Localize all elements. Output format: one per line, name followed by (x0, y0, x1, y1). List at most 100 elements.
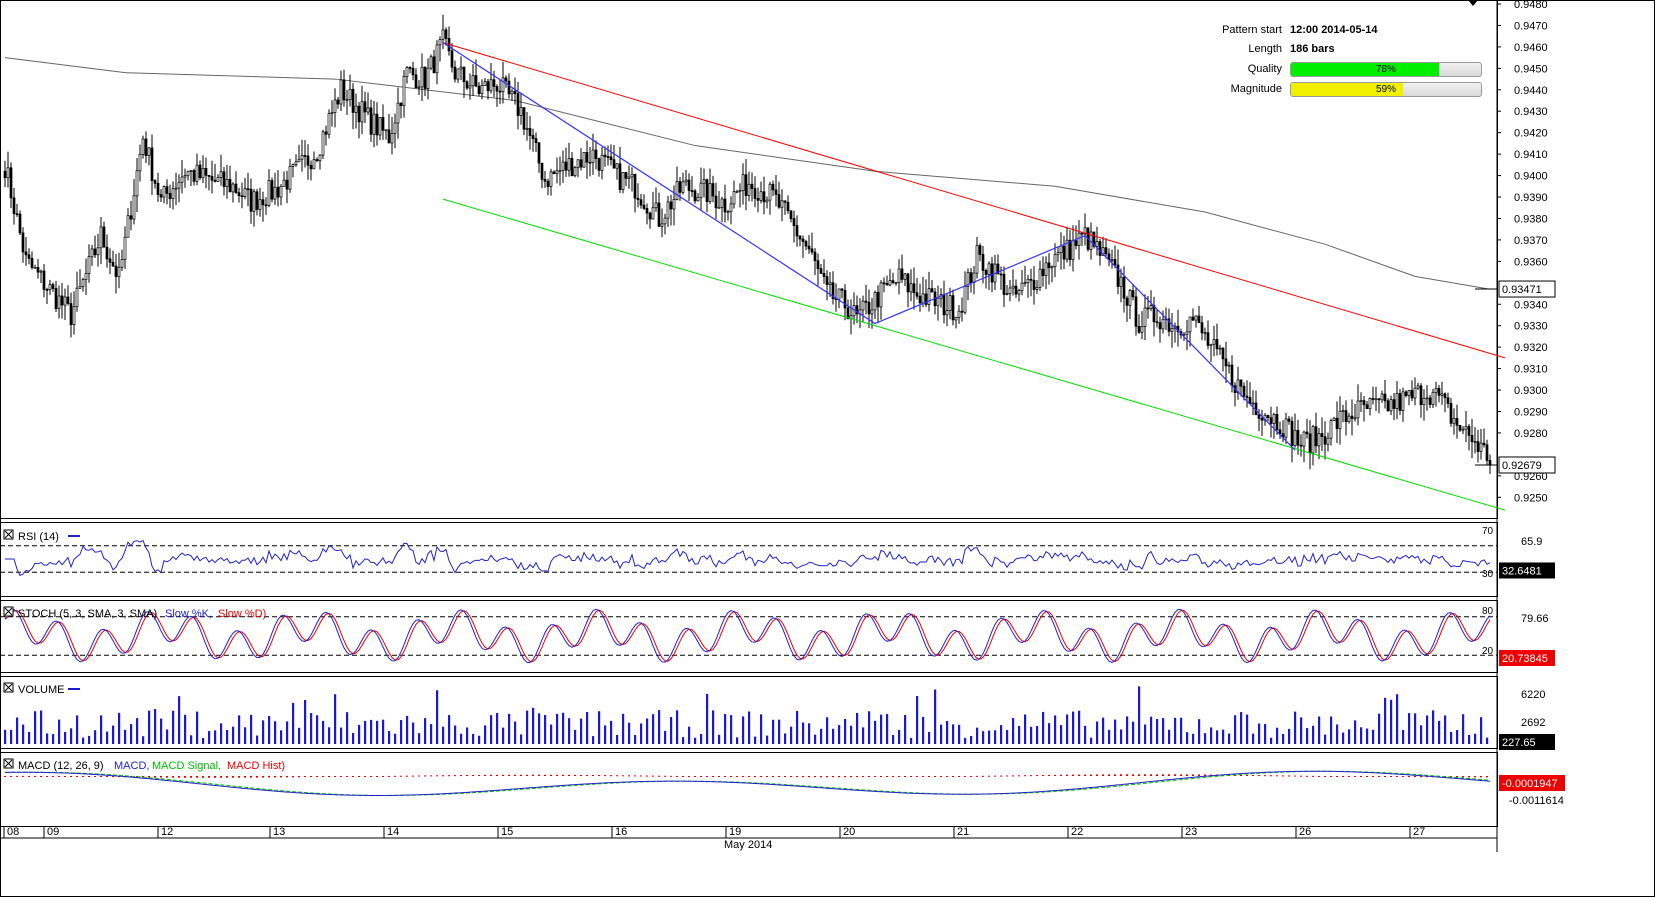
pattern-start-label: Pattern start (1222, 24, 1282, 36)
candle-body (375, 113, 379, 136)
candle-body (555, 170, 559, 175)
magnitude-bar-fill (1291, 83, 1404, 96)
candle-body (1056, 252, 1060, 256)
volume-bar (808, 723, 811, 744)
macd-hist-bar (808, 776, 810, 778)
candle-body (1047, 262, 1051, 269)
candle-body (183, 175, 187, 178)
candle-body (1257, 414, 1261, 419)
macd-hist-bar (1108, 774, 1110, 776)
volume-bar (1270, 737, 1273, 744)
macd-hist-bar (292, 776, 294, 778)
candle-body (936, 297, 940, 307)
macd-hist-bar (826, 776, 828, 778)
candle-body (639, 199, 643, 206)
volume-bar (1162, 718, 1165, 744)
volume-bar (508, 713, 511, 744)
candle-body (924, 293, 928, 305)
channel-upper-line (442, 42, 1506, 359)
candle-body (132, 195, 136, 220)
candle-body (372, 113, 376, 135)
candle-body (633, 173, 637, 199)
macd-hist-bar (838, 776, 840, 778)
volume-scale-value: 6220 (1521, 689, 1545, 701)
volume-bar (1312, 725, 1315, 744)
macd-hist-bar (58, 776, 60, 777)
macd-hist-bar (862, 776, 864, 778)
volume-bar (1150, 716, 1153, 744)
volume-bar (616, 734, 619, 744)
volume-bar (892, 734, 895, 744)
candle-body (1317, 433, 1321, 447)
macd-hist-bar (976, 775, 978, 777)
candle-body (876, 291, 880, 308)
volume-bar (112, 725, 115, 744)
price-tick-label: 0.9290 (1514, 406, 1548, 418)
candle-body (564, 161, 568, 171)
candle-body (558, 169, 562, 172)
candle-body (1323, 436, 1327, 445)
volume-bar (1186, 732, 1189, 744)
volume-bar (106, 731, 109, 744)
candle-body (501, 77, 505, 93)
macd-hist-bar (10, 775, 12, 777)
candle-body (831, 282, 835, 300)
panel-frame (0, 600, 1498, 673)
candle-body (1278, 429, 1282, 435)
candle-body (573, 166, 577, 177)
candle-body (1194, 315, 1198, 321)
rsi-label: RSI (14) (18, 531, 59, 543)
candle-body (1308, 433, 1312, 454)
volume-bar (226, 729, 229, 744)
candle-body (1002, 273, 1006, 295)
macd-hist-bar (1174, 774, 1176, 776)
x-tick-label: 16 (615, 826, 627, 838)
candle-body (33, 266, 37, 269)
candle-body (780, 200, 784, 208)
macd-hist-bar (592, 774, 594, 776)
candle-body (894, 282, 898, 284)
macd-scale-value: -0.0011614 (1509, 795, 1564, 807)
candle-body (513, 90, 517, 94)
volume-bar (70, 728, 73, 744)
volume-bar (406, 715, 409, 744)
candle-body (99, 226, 103, 249)
candle-body (186, 171, 190, 176)
macd-hist-bar (202, 776, 204, 778)
candle-body (1371, 398, 1375, 400)
volume-bar (928, 731, 931, 744)
candle-body (1350, 415, 1354, 419)
x-tick-label: 21 (957, 826, 969, 838)
volume-bar (196, 711, 199, 744)
volume-bar (448, 715, 451, 744)
volume-bar (472, 733, 475, 744)
macd-hist-bar (352, 776, 354, 777)
volume-bar (424, 718, 427, 744)
volume-bar (1078, 710, 1081, 744)
volume-bar (1132, 721, 1135, 744)
volume-bar (250, 714, 253, 744)
candle-body (357, 105, 361, 123)
volume-bar (730, 715, 733, 744)
volume-bar (220, 723, 223, 744)
macd-hist-bar (340, 776, 342, 777)
volume-bar (538, 713, 541, 744)
candle-body (1440, 393, 1444, 396)
volume-bar (1030, 726, 1033, 744)
macd-hist-bar (886, 776, 888, 777)
macd-hist-bar (112, 776, 114, 778)
candle-body (1353, 417, 1357, 420)
macd-hist-bar (1024, 775, 1026, 777)
candle-body (1146, 307, 1150, 310)
candle-body (1473, 441, 1477, 443)
volume-bar (76, 715, 79, 744)
macd-hist-bar (1156, 774, 1158, 776)
volume-bar (316, 715, 319, 744)
volume-bar (1024, 714, 1027, 744)
panel-frame (0, 676, 1498, 749)
candle-body (459, 66, 463, 70)
volume-bar (328, 727, 331, 744)
candle-body (534, 138, 538, 144)
macd-hist-bar (448, 775, 450, 777)
macd-hist-bar (376, 776, 378, 777)
